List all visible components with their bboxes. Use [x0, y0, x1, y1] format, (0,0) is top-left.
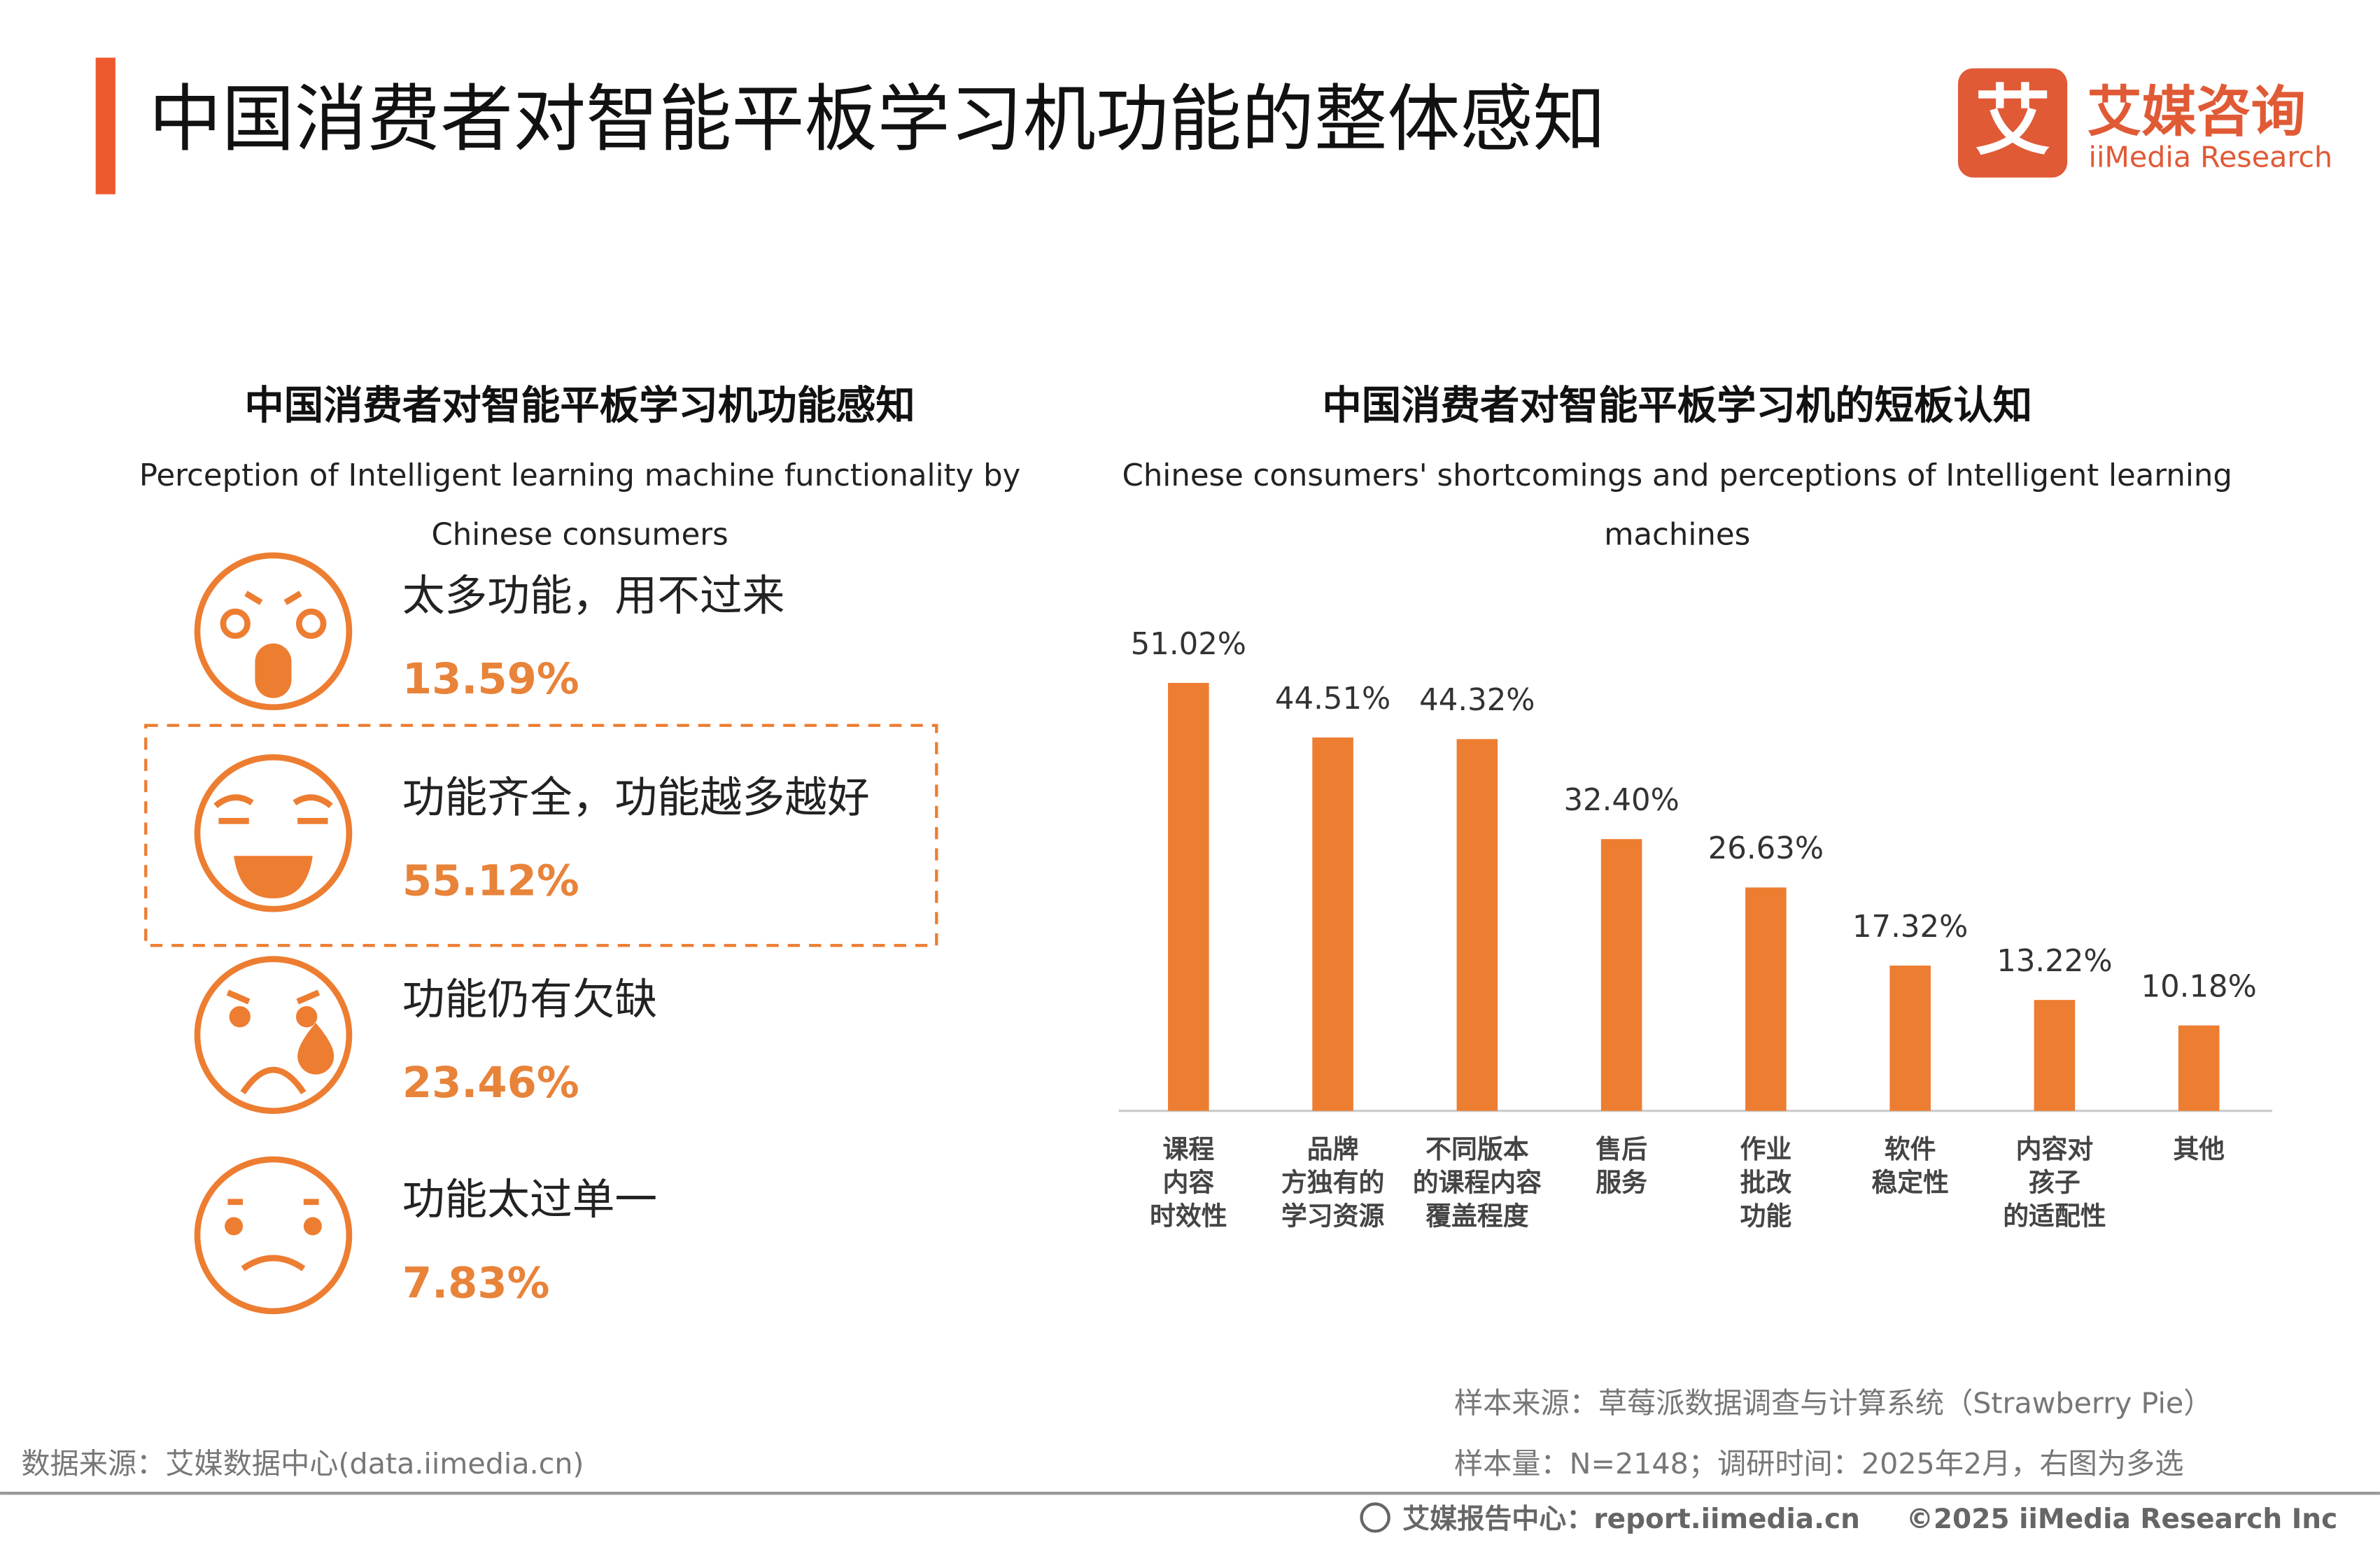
face-sad: [194, 1156, 353, 1315]
category-label: 作业: [1740, 1134, 1792, 1164]
face-laugh: [194, 754, 353, 912]
logo-cn: 艾媒咨询: [2087, 81, 2305, 144]
data-source: 数据来源：艾媒数据中心(data.iimedia.cn): [21, 1447, 584, 1481]
category-label: 售后: [1596, 1134, 1647, 1164]
globe-icon: [1360, 1502, 1390, 1533]
logo-mark-bg: [1957, 68, 2068, 178]
item-label: 太多功能，用不过来: [402, 572, 784, 621]
category-label: 稳定性: [1871, 1168, 1949, 1198]
item-value: 55.12%: [402, 857, 579, 906]
category-label: 孩子: [2029, 1168, 2080, 1198]
value-label: 26.63%: [1708, 831, 1824, 866]
item-label: 功能齐全，功能越多越好: [402, 773, 870, 822]
category-label: 方独有的: [1281, 1168, 1384, 1198]
category-label: 批改: [1740, 1168, 1792, 1198]
bar: [2178, 1025, 2220, 1111]
bar: [1168, 683, 1209, 1111]
category-label: 服务: [1596, 1168, 1647, 1198]
category-label: 课程: [1162, 1134, 1214, 1164]
item-label: 功能太过单一: [402, 1175, 657, 1224]
category-label: 功能: [1740, 1201, 1792, 1231]
category-label: 不同版本: [1425, 1134, 1529, 1164]
item-label: 功能仍有欠缺: [402, 975, 657, 1024]
item-value: 7.83%: [402, 1259, 550, 1308]
bar: [1745, 887, 1787, 1111]
faces: [194, 552, 353, 1315]
chart-subtitle: Chinese consumers' shortcomings and perc…: [1122, 458, 2232, 493]
item-value: 23.46%: [402, 1059, 579, 1108]
bar: [1600, 839, 1642, 1111]
category-label: 的课程内容: [1413, 1168, 1542, 1198]
logo-mark: 艾: [1975, 76, 2050, 165]
left-title: 中国消费者对智能平板学习机功能感知: [244, 383, 915, 429]
highlight-box: [144, 723, 938, 947]
category-label: 软件: [1885, 1134, 1936, 1164]
category-label: 内容对: [2016, 1134, 2094, 1164]
title-accent: [95, 57, 115, 195]
value-label: 32.40%: [1563, 783, 1679, 818]
category-label: 品牌: [1307, 1134, 1359, 1164]
page-title: 中国消费者对智能平板学习机功能的整体感知: [149, 76, 1606, 162]
value-label: 10.18%: [2141, 969, 2257, 1004]
sample-source: 样本来源：草莓派数据调查与计算系统（Strawberry Pie）: [1454, 1386, 2213, 1420]
face-dizzy: [194, 552, 353, 711]
item-value: 13.59%: [402, 655, 579, 704]
left-subtitle: Perception of Intelligent learning machi…: [139, 458, 1020, 493]
bar: [1456, 739, 1498, 1111]
report-center: 艾媒报告中心：report.iimedia.cn: [1402, 1504, 1860, 1535]
bar: [1889, 966, 1931, 1111]
chart-title: 中国消费者对智能平板学习机的短板认知: [1322, 383, 2032, 429]
copyright: ©2025 iiMedia Research Inc: [1906, 1504, 2337, 1535]
category-label: 的适配性: [2003, 1201, 2106, 1231]
category-label: 内容: [1162, 1168, 1214, 1198]
chart-subtitle: machines: [1604, 518, 1750, 553]
category-label: 覆盖程度: [1425, 1201, 1529, 1231]
category-label: 其他: [2173, 1134, 2225, 1164]
value-label: 44.51%: [1275, 681, 1390, 716]
value-label: 51.02%: [1131, 627, 1246, 662]
left-subtitle: Chinese consumers: [431, 518, 728, 553]
logo-en: iiMedia Research: [2089, 141, 2333, 174]
sample-size: 样本量：N=2148；调研时间：2025年2月，右图为多选: [1454, 1447, 2184, 1481]
bar: [1312, 737, 1353, 1111]
face-cry: [194, 956, 353, 1114]
value-label: 17.32%: [1852, 910, 1968, 945]
bar: [2034, 1000, 2076, 1111]
category-label: 学习资源: [1281, 1201, 1385, 1231]
value-label: 44.32%: [1419, 683, 1535, 718]
category-label: 时效性: [1150, 1201, 1227, 1231]
value-label: 13.22%: [1997, 944, 2112, 979]
